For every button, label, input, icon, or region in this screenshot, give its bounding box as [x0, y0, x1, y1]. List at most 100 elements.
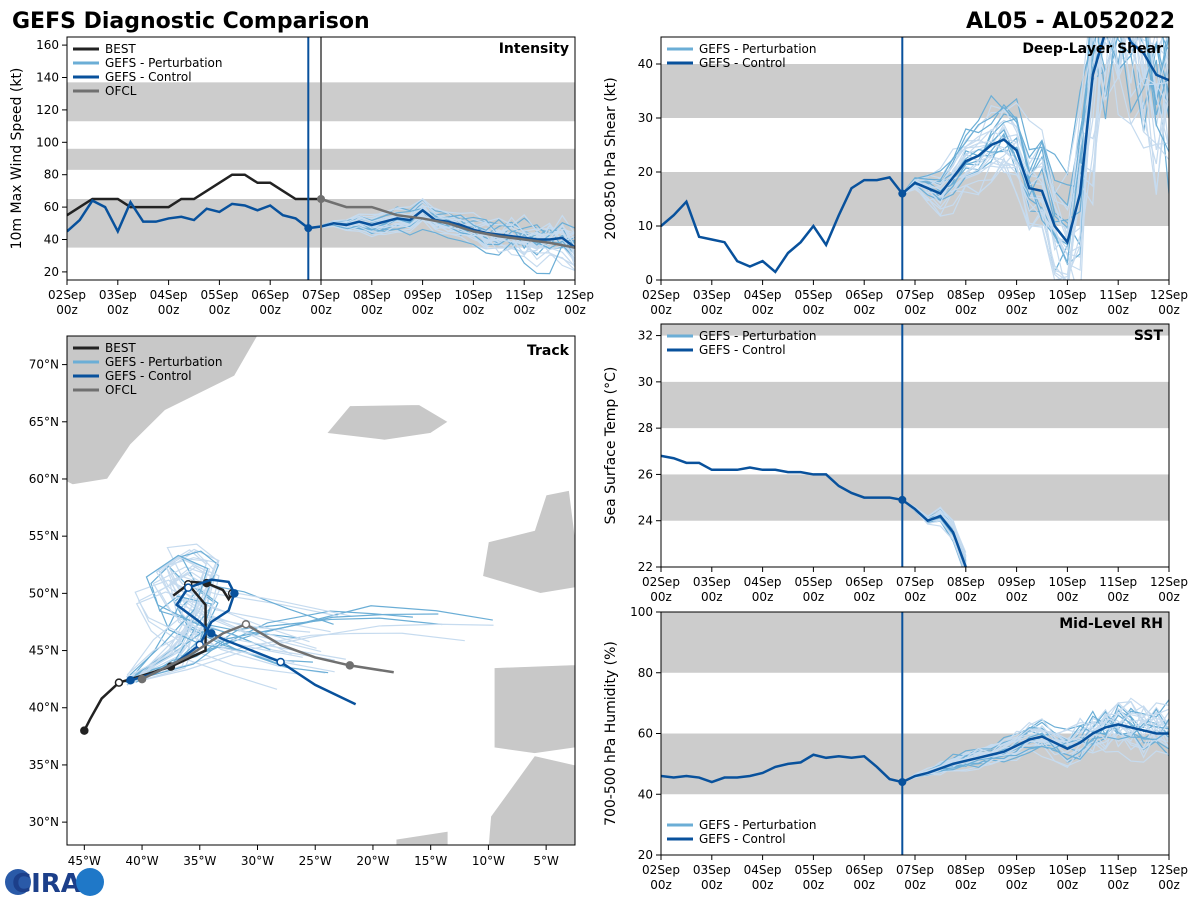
shear-xtick-label: 04Sep [744, 288, 782, 302]
shear-perturbation-line [902, 37, 1169, 276]
rh-gefs-control-line [661, 723, 1169, 784]
track-perturbation-line [129, 543, 352, 681]
sst-xtick-sublabel: 00z [1006, 590, 1028, 604]
track-perturbation-line [133, 623, 494, 683]
sst-ytick-label: 28 [638, 421, 653, 435]
intensity-xtick-label: 12Sep [556, 288, 594, 302]
track-perturbation-line [129, 554, 271, 676]
intensity-xtick-label: 11Sep [505, 288, 543, 302]
intensity-ytick-label: 60 [44, 200, 59, 214]
sst-ytick-label: 32 [638, 329, 653, 343]
track-best-point [80, 726, 89, 735]
rh-ytick-label: 100 [630, 605, 653, 619]
track-ofcl-line [141, 622, 394, 681]
track-ofcl-point [241, 619, 251, 629]
logo-text: CIRA [12, 869, 81, 899]
track-ytick-label: 60°N [29, 472, 59, 486]
sst-ytick-label: 24 [638, 514, 653, 528]
intensity-legend-label: BEST [105, 42, 136, 56]
rh-xtick-label: 03Sep [693, 863, 731, 877]
sst-xtick-sublabel: 00z [803, 590, 825, 604]
figure-title: GEFS Diagnostic Comparison [12, 9, 370, 34]
rh-band-1 [661, 612, 1169, 673]
sst-ytick-label: 22 [638, 560, 653, 574]
intensity-legend-label: OFCL [105, 84, 137, 98]
rh-init-marker [898, 778, 907, 787]
rh-title: Mid-Level RH [1059, 616, 1163, 632]
shear-ytick-label: 40 [638, 57, 653, 71]
sst-xtick-label: 09Sep [998, 575, 1036, 589]
shear-xtick-sublabel: 00z [1158, 303, 1180, 317]
shear-xtick-label: 02Sep [642, 288, 680, 302]
track-panel: 30°N 35°N 40°N 45°N 50°N 55°N 60°N 65°N 70°N 45°W… [29, 335, 576, 868]
sst-xtick-label: 05Sep [794, 575, 832, 589]
track-perturbation-line [128, 565, 300, 681]
track-best-point [114, 678, 124, 687]
intensity-xtick-label: 07Sep [302, 288, 340, 302]
logo-globe-icon [5, 869, 31, 895]
shear-panel: 01020304002Sep00z03Sep00z04Sep00z05Sep00… [603, 36, 1188, 317]
intensity-xtick-label: 05Sep [200, 288, 238, 302]
shear-xtick-label: 06Sep [845, 288, 883, 302]
rh-xtick-sublabel: 00z [650, 878, 672, 892]
track-xtick-label: 10°W [472, 854, 505, 868]
rh-perturbation-line [902, 722, 1169, 783]
sst-xtick-sublabel: 00z [752, 590, 774, 604]
track-title: Track [527, 343, 570, 359]
intensity-ofcl-line [320, 197, 575, 249]
sst-xtick-label: 07Sep [896, 575, 934, 589]
sst-xtick-sublabel: 00z [1107, 590, 1129, 604]
intensity-xtick-label: 02Sep [48, 288, 86, 302]
intensity-ytick-label: 40 [44, 233, 59, 247]
rh-ytick-label: 20 [638, 848, 653, 862]
rh-xtick-sublabel: 00z [904, 878, 926, 892]
shear-perturbation-line [901, 37, 1169, 265]
rh-xtick-label: 06Sep [845, 863, 883, 877]
canary-islands-land [395, 830, 449, 845]
sst-xtick-label: 02Sep [642, 575, 680, 589]
sst-ytick-label: 26 [638, 467, 653, 481]
shear-perturbation-line [901, 37, 1169, 194]
sst-xtick-label: 12Sep [1150, 575, 1188, 589]
intensity-xtick-sublabel: 00z [310, 303, 332, 317]
intensity-best-line [67, 173, 321, 217]
sst-xtick-sublabel: 00z [904, 590, 926, 604]
intensity-ofcl-marker [317, 195, 325, 203]
rh-legend-label: GEFS - Control [699, 832, 786, 846]
sst-xtick-sublabel: 00z [955, 590, 977, 604]
intensity-ylabel: 10m Max Wind Speed (kt) [9, 68, 25, 250]
rh-perturbation-line [902, 714, 1169, 783]
intensity-ytick-label: 140 [36, 71, 59, 85]
shear-legend-label: GEFS - Control [699, 56, 786, 70]
track-legend-label: BEST [105, 341, 136, 355]
intensity-xtick-label: 06Sep [251, 288, 289, 302]
shear-perturbation-line [901, 37, 1169, 280]
intensity-xtick-sublabel: 00z [513, 303, 535, 317]
rh-ylabel: 700-500 hPa Humidity (%) [603, 641, 619, 826]
track-legend-label: OFCL [105, 383, 137, 397]
rh-legend-label: GEFS - Perturbation [699, 818, 816, 832]
sst-xtick-sublabel: 00z [1158, 590, 1180, 604]
shear-ytick-label: 0 [645, 273, 653, 287]
rh-ytick-label: 60 [638, 727, 653, 741]
rh-ytick-label: 80 [638, 666, 653, 680]
sst-band-2 [661, 324, 1169, 336]
shear-perturbation-line [901, 37, 1169, 266]
rh-xtick-label: 10Sep [1048, 863, 1086, 877]
track-legend-label: GEFS - Control [105, 369, 192, 383]
shear-xtick-sublabel: 00z [701, 303, 723, 317]
sst-xtick-sublabel: 00z [853, 590, 875, 604]
track-gefs-control-point [276, 657, 285, 667]
greenland-land [67, 336, 258, 486]
intensity-xtick-sublabel: 00z [259, 303, 281, 317]
sst-xtick-label: 03Sep [693, 575, 731, 589]
sst-xtick-label: 06Sep [845, 575, 883, 589]
track-perturbation-line [135, 610, 413, 683]
sst-ytick-label: 30 [638, 375, 653, 389]
intensity-perturbation-line [308, 218, 575, 271]
rh-xtick-sublabel: 00z [955, 878, 977, 892]
sst-panel: 22242628303202Sep00z03Sep00z04Sep00z05Se… [603, 323, 1188, 604]
track-best-line [83, 580, 235, 732]
track-perturbation-line [134, 557, 310, 683]
intensity-xtick-label: 03Sep [99, 288, 137, 302]
